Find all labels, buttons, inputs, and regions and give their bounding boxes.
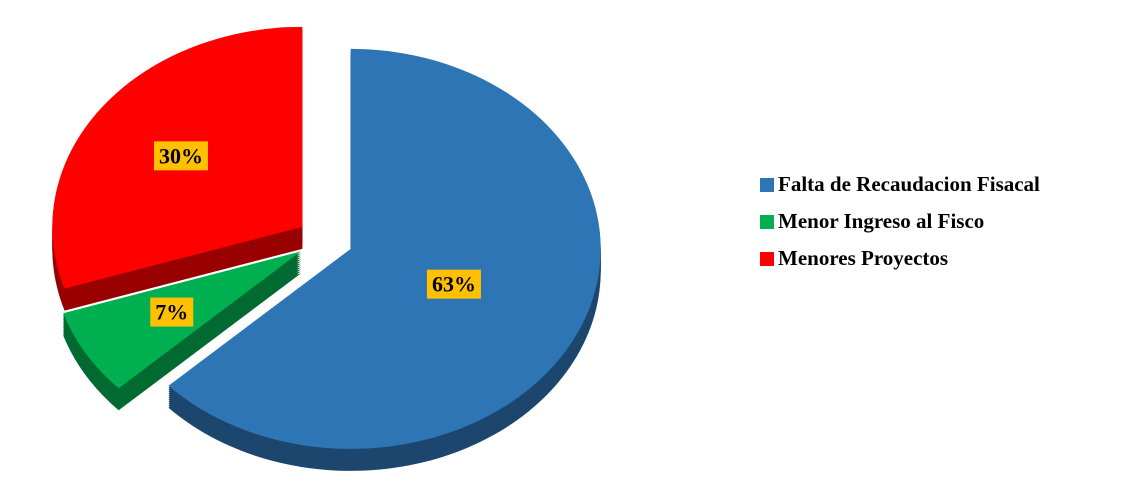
- legend-swatch: [760, 215, 774, 229]
- value-label: 63%: [432, 272, 476, 297]
- value-label-group: 30%: [153, 141, 208, 171]
- legend-swatch: [760, 252, 774, 266]
- legend-label: Menor Ingreso al Fisco: [778, 209, 984, 233]
- value-label-group: 63%: [426, 269, 481, 299]
- value-label-group: 7%: [150, 297, 194, 327]
- value-label-box: [426, 269, 481, 299]
- value-label: 30%: [159, 143, 203, 168]
- legend-label: Menores Proyectos: [778, 246, 948, 270]
- legend-label: Falta de Recaudacion Fisacal: [778, 172, 1040, 196]
- value-label-box: [150, 297, 194, 327]
- value-label-box: [153, 141, 208, 171]
- value-label: 7%: [155, 300, 188, 325]
- legend-swatch: [760, 178, 774, 192]
- slice: [168, 48, 601, 449]
